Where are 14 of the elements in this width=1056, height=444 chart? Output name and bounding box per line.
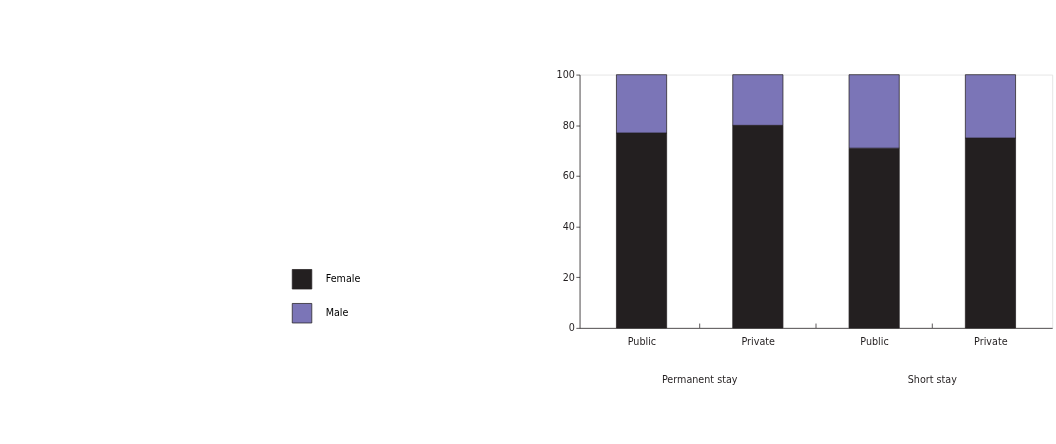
legend-label: Female (325, 273, 361, 285)
y-tick-label: 100 (556, 69, 575, 81)
y-tick-label: 0 (568, 322, 575, 334)
text: Short stay (907, 373, 958, 385)
y-tick-label: 80 (562, 119, 575, 131)
x-tick-label: Private (974, 335, 1008, 347)
text: Permanent stay (661, 373, 738, 385)
x-tick-label: Public (860, 335, 889, 347)
x-tick-label: Public (627, 335, 657, 347)
y-tick-label: 40 (562, 221, 575, 232)
y-tick-label: 20 (562, 271, 575, 283)
y-tick-label: 60 (562, 170, 575, 182)
x-tick-label: Private (741, 335, 776, 347)
legend-label: Male (325, 307, 349, 319)
